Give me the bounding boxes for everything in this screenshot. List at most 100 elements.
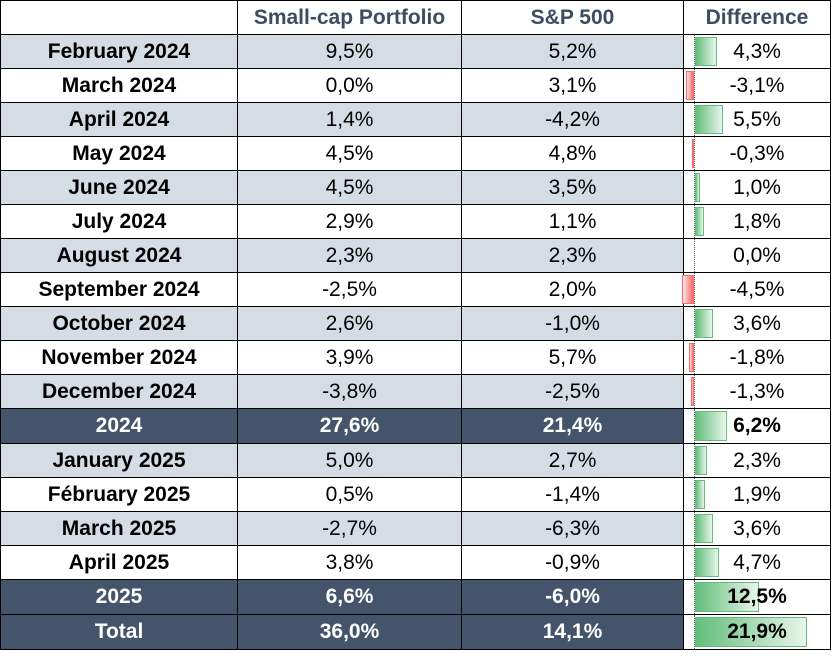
header-row: Small-cap Portfolio S&P 500 Difference <box>0 0 831 35</box>
small-cap-value: 9,5% <box>237 34 462 69</box>
negative-data-bar <box>690 377 694 406</box>
summary-row: 2024 27,6% 21,4% 6,2% <box>0 408 831 444</box>
small-cap-value: 2,3% <box>237 238 462 273</box>
sp500-value: 14,1% <box>461 614 684 650</box>
small-cap-value: -3,8% <box>237 374 462 409</box>
databar-axis <box>694 580 695 614</box>
small-cap-value: -2,7% <box>237 511 462 546</box>
sp500-value: 2,3% <box>461 238 684 273</box>
difference-value: -0,3% <box>729 141 785 165</box>
positive-data-bar <box>695 173 701 202</box>
positive-data-bar <box>695 105 724 134</box>
negative-data-bar <box>685 71 694 100</box>
small-cap-value: 0,0% <box>237 68 462 103</box>
positive-data-bar <box>695 548 720 577</box>
databar-axis <box>694 273 695 306</box>
databar-axis <box>694 69 695 102</box>
positive-data-bar <box>695 446 707 475</box>
sp500-value: -1,4% <box>461 477 684 512</box>
table-row: November 2024 3,9% 5,7% -1,8% <box>0 340 831 375</box>
sp500-value: 1,1% <box>461 204 684 239</box>
row-label: Fébruary 2025 <box>0 477 238 512</box>
sp500-value: 21,4% <box>461 408 684 444</box>
row-label: December 2024 <box>0 374 238 409</box>
difference-value: 3,6% <box>733 311 781 335</box>
difference-cell: 1,8% <box>683 204 831 239</box>
difference-cell: 4,7% <box>683 545 831 580</box>
sp500-value: -4,2% <box>461 102 684 137</box>
databar-axis <box>694 35 695 68</box>
table-row: April 2025 3,8% -0,9% 4,7% <box>0 545 831 580</box>
sp500-value: 3,5% <box>461 170 684 205</box>
row-label: June 2024 <box>0 170 238 205</box>
difference-cell: -1,8% <box>683 340 831 375</box>
databar-axis <box>694 103 695 136</box>
positive-data-bar <box>695 37 717 66</box>
difference-value: 1,8% <box>733 209 781 233</box>
positive-data-bar <box>695 480 705 509</box>
databar-axis <box>694 409 695 443</box>
difference-value: 4,7% <box>733 550 781 574</box>
row-label: Total <box>0 614 238 650</box>
row-label: April 2024 <box>0 102 238 137</box>
table-row: April 2024 1,4% -4,2% 5,5% <box>0 102 831 137</box>
small-cap-value: -2,5% <box>237 272 462 307</box>
small-cap-value: 3,8% <box>237 545 462 580</box>
difference-value: 12,5% <box>727 585 787 608</box>
small-cap-value: 0,5% <box>237 477 462 512</box>
small-cap-value: 27,6% <box>237 408 462 444</box>
sp500-value: -0,9% <box>461 545 684 580</box>
table-row: Fébruary 2025 0,5% -1,4% 1,9% <box>0 477 831 512</box>
row-label: February 2024 <box>0 34 238 69</box>
table-row: February 2024 9,5% 5,2% 4,3% <box>0 34 831 69</box>
difference-cell: 2,3% <box>683 443 831 478</box>
row-label: 2025 <box>0 579 238 615</box>
header-blank <box>0 0 238 35</box>
row-label: September 2024 <box>0 272 238 307</box>
table-row: July 2024 2,9% 1,1% 1,8% <box>0 204 831 239</box>
difference-cell: 12,5% <box>683 579 831 615</box>
row-label: March 2024 <box>0 68 238 103</box>
table-body: February 2024 9,5% 5,2% 4,3% March 2024 0,0% 3… <box>0 34 831 650</box>
difference-value: 4,3% <box>733 39 781 63</box>
table-row: May 2024 4,5% 4,8% -0,3% <box>0 136 831 171</box>
sp500-value: -6,3% <box>461 511 684 546</box>
positive-data-bar <box>695 309 714 338</box>
databar-axis <box>694 546 695 579</box>
difference-cell: 3,6% <box>683 511 831 546</box>
difference-value: 5,5% <box>733 107 781 131</box>
row-label: November 2024 <box>0 340 238 375</box>
difference-cell: -4,5% <box>682 272 831 307</box>
small-cap-value: 4,5% <box>237 136 462 171</box>
difference-value: 1,9% <box>733 482 781 506</box>
difference-cell: -0,3% <box>683 136 831 171</box>
header-sp500: S&P 500 <box>461 0 684 35</box>
summary-row: Total 36,0% 14,1% 21,9% <box>0 614 831 650</box>
table-row: August 2024 2,3% 2,3% 0,0% <box>0 238 831 273</box>
databar-axis <box>694 307 695 340</box>
databar-axis <box>694 375 695 408</box>
difference-cell: -1,3% <box>683 374 831 409</box>
header-small-cap: Small-cap Portfolio <box>237 0 462 35</box>
databar-axis <box>694 341 695 374</box>
positive-data-bar <box>695 411 727 441</box>
sp500-value: 5,7% <box>461 340 684 375</box>
difference-value: -4,5% <box>729 277 785 301</box>
sp500-value: 5,2% <box>461 34 684 69</box>
table-row: January 2025 5,0% 2,7% 2,3% <box>0 443 831 478</box>
table-row: October 2024 2,6% -1,0% 3,6% <box>0 306 831 341</box>
row-label: October 2024 <box>0 306 238 341</box>
difference-value: 6,2% <box>733 414 781 437</box>
table-row: September 2024 -2,5% 2,0% -4,5% <box>0 272 831 307</box>
sp500-value: 3,1% <box>461 68 684 103</box>
difference-cell: 3,6% <box>683 306 831 341</box>
sp500-value: -6,0% <box>461 579 684 615</box>
difference-value: -1,8% <box>729 345 785 369</box>
table-row: March 2024 0,0% 3,1% -3,1% <box>0 68 831 103</box>
table-row: December 2024 -3,8% -2,5% -1,3% <box>0 374 831 409</box>
databar-axis <box>694 137 695 170</box>
difference-cell: 1,0% <box>683 170 831 205</box>
row-label: August 2024 <box>0 238 238 273</box>
sp500-value: 2,0% <box>461 272 684 307</box>
